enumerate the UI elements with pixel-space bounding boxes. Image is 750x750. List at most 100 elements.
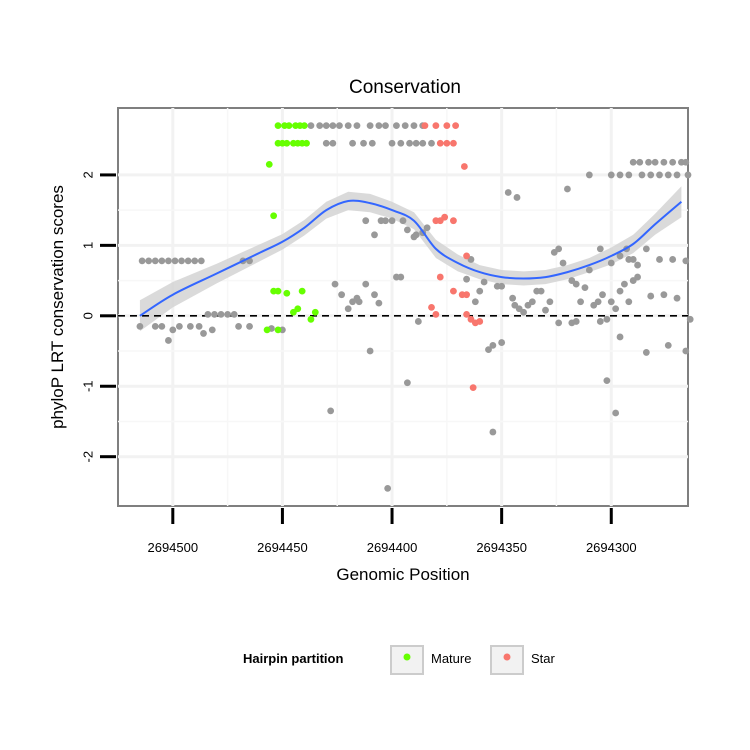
- point-other: [165, 257, 172, 265]
- point-other: [634, 261, 641, 269]
- point-star: [441, 213, 449, 221]
- point-star: [463, 310, 470, 318]
- point-other: [371, 291, 378, 299]
- point-other: [184, 257, 192, 265]
- point-mature: [274, 287, 282, 295]
- point-star: [463, 252, 470, 260]
- point-other: [419, 139, 427, 147]
- point-other: [485, 346, 492, 354]
- x-tick-label: 2694400: [367, 540, 418, 555]
- point-mature: [270, 212, 278, 220]
- point-other: [603, 315, 611, 323]
- point-other: [355, 298, 363, 306]
- point-other: [612, 409, 620, 417]
- point-other: [171, 257, 179, 265]
- point-other: [647, 292, 655, 300]
- point-other: [656, 256, 663, 263]
- point-other: [353, 122, 361, 130]
- point-mature: [285, 122, 293, 130]
- point-other: [596, 318, 604, 325]
- point-other: [316, 122, 324, 130]
- point-other: [151, 257, 159, 265]
- point-other: [546, 298, 554, 306]
- point-other: [175, 322, 183, 330]
- point-other: [327, 407, 335, 415]
- point-star: [432, 122, 440, 130]
- point-mature: [294, 305, 302, 313]
- point-other: [403, 379, 411, 387]
- point-other: [656, 171, 663, 179]
- point-other: [169, 326, 177, 334]
- point-other: [686, 315, 694, 323]
- point-other: [414, 318, 422, 325]
- point-mature: [307, 315, 315, 323]
- point-other: [195, 322, 203, 330]
- point-other: [428, 139, 435, 147]
- point-other: [360, 139, 367, 147]
- point-other: [572, 280, 580, 288]
- point-other: [388, 217, 396, 225]
- point-other: [638, 171, 646, 179]
- point-other: [537, 287, 545, 295]
- point-other: [498, 339, 506, 346]
- x-tick-label: 2694350: [476, 540, 527, 555]
- point-other: [509, 294, 517, 302]
- point-other: [616, 171, 624, 179]
- point-other: [412, 231, 420, 239]
- point-other: [399, 217, 407, 225]
- point-other: [362, 217, 370, 225]
- point-other: [331, 280, 339, 288]
- point-other: [208, 326, 216, 334]
- x-tick-label: 2694500: [147, 540, 198, 555]
- point-other: [375, 122, 383, 130]
- point-other: [603, 377, 611, 385]
- point-other: [660, 291, 668, 299]
- point-other: [423, 224, 431, 232]
- point-star: [436, 139, 444, 147]
- point-other: [585, 171, 593, 179]
- point-mature: [283, 139, 291, 147]
- point-other: [406, 139, 413, 147]
- point-star: [421, 122, 429, 130]
- point-other: [151, 322, 159, 330]
- point-other: [471, 298, 479, 306]
- x-axis: 2694500 2694450 2694400 2694350 2694300: [147, 508, 637, 555]
- point-other: [555, 245, 563, 253]
- smooth-fit-line: [139, 199, 683, 317]
- x-axis-title: Genomic Position: [336, 565, 469, 584]
- point-other: [634, 273, 641, 281]
- point-mature: [274, 326, 282, 334]
- y-tick-label: 2: [81, 171, 96, 178]
- point-other: [375, 299, 383, 307]
- legend-title: Hairpin partition: [243, 651, 343, 666]
- point-star: [476, 318, 484, 325]
- point-other: [476, 287, 484, 295]
- point-other: [673, 294, 681, 302]
- y-axis-title: phyloP LRT conservation scores: [48, 185, 67, 429]
- point-other: [542, 306, 549, 314]
- point-other: [682, 257, 690, 265]
- point-other: [559, 259, 567, 267]
- point-other: [621, 280, 628, 288]
- point-other: [186, 322, 194, 330]
- legend-swatch-star: [503, 653, 511, 661]
- point-other: [642, 245, 650, 253]
- point-other: [520, 308, 527, 316]
- point-other: [382, 122, 389, 130]
- legend-label-mature: Mature: [431, 651, 471, 666]
- point-other: [682, 158, 690, 166]
- point-mature: [300, 122, 308, 130]
- point-mature: [303, 139, 310, 147]
- point-other: [629, 256, 637, 263]
- point-star: [428, 303, 435, 311]
- point-star: [460, 163, 468, 170]
- point-star: [450, 287, 457, 295]
- point-other: [307, 122, 315, 130]
- point-other: [498, 282, 506, 290]
- point-other: [599, 291, 606, 299]
- point-star: [443, 139, 451, 147]
- point-other: [612, 305, 620, 313]
- point-other: [204, 310, 212, 318]
- point-other: [349, 139, 356, 147]
